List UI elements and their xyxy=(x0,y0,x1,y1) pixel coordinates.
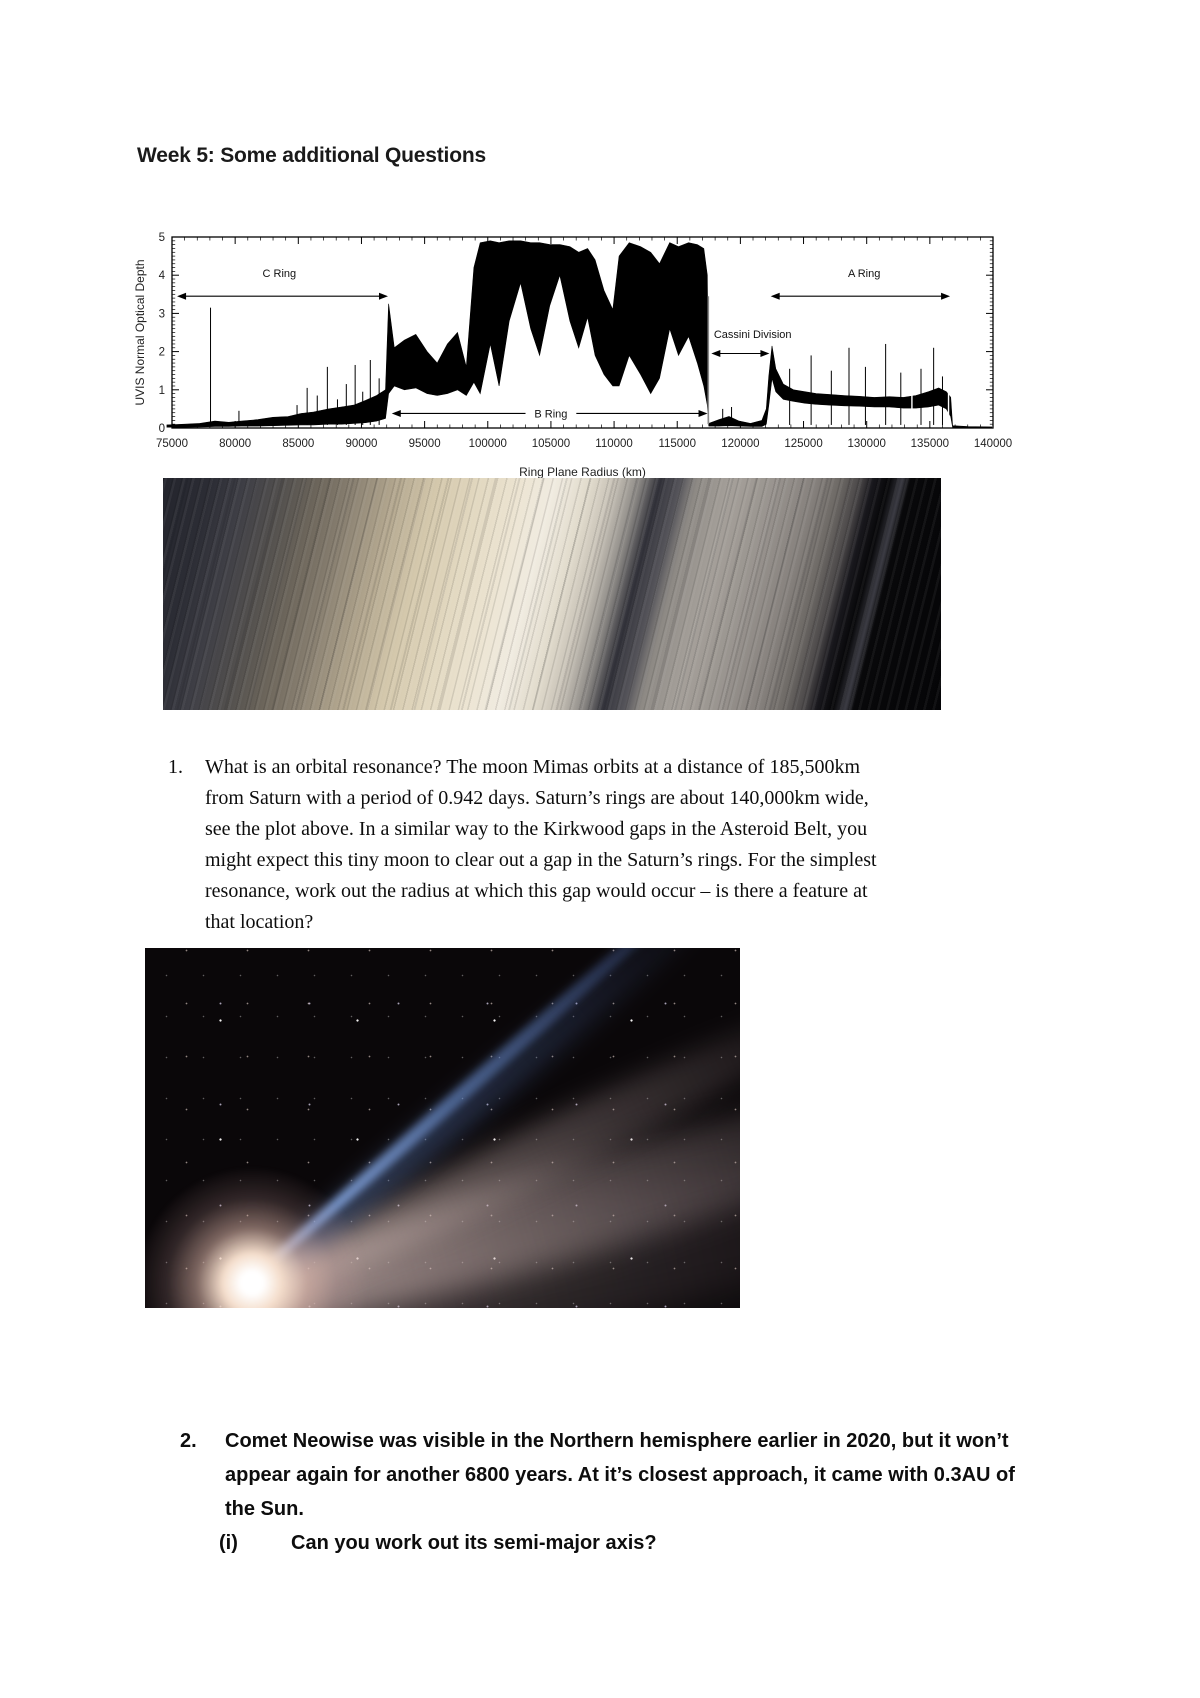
x-tick-label: 100000 xyxy=(469,438,507,450)
text-line: that location? xyxy=(205,911,314,933)
y-tick-label: 1 xyxy=(159,385,165,397)
y-tick-label: 4 xyxy=(159,270,166,282)
question-2: 2. Comet Neowise was visible in the Nort… xyxy=(180,1424,1020,1560)
ring-region-label: Cassini Division xyxy=(714,329,792,341)
x-tick-label: 115000 xyxy=(658,438,696,450)
ring-region-label: C Ring xyxy=(263,268,297,280)
x-tick-label: 75000 xyxy=(156,438,188,450)
text-line: resonance, work out the radius at which … xyxy=(205,880,868,902)
text-line: What is an orbital resonance? The moon M… xyxy=(205,756,861,778)
subitem-text: Can you work out its semi-major axis? xyxy=(291,1532,657,1554)
ring-region-label: B Ring xyxy=(534,408,567,420)
text-line: the Sun. xyxy=(225,1498,304,1520)
x-tick-label: 120000 xyxy=(721,438,759,450)
y-axis-title: UVIS Normal Optical Depth xyxy=(133,259,147,405)
text-line: see the plot above. In a similar way to … xyxy=(205,818,868,840)
ring-region-label: A Ring xyxy=(848,268,880,280)
text-line: might expect this tiny moon to clear out… xyxy=(205,849,877,871)
x-tick-label: 130000 xyxy=(848,438,886,450)
y-tick-label: 3 xyxy=(159,308,165,320)
x-tick-label: 125000 xyxy=(784,438,822,450)
optical-depth-profile xyxy=(166,240,992,428)
x-tick-label: 80000 xyxy=(219,438,251,450)
question-1-number: 1. xyxy=(168,756,183,778)
text-line: from Saturn with a period of 0.942 days.… xyxy=(205,787,869,809)
x-tick-label: 90000 xyxy=(345,438,377,450)
x-tick-label: 105000 xyxy=(532,438,570,450)
y-tick-label: 0 xyxy=(159,423,165,435)
x-tick-label: 140000 xyxy=(974,438,1012,450)
y-tick-label: 5 xyxy=(159,232,165,244)
x-axis-title: Ring Plane Radius (km) xyxy=(519,465,646,479)
comet-neowise-image xyxy=(145,948,740,1308)
subitem-label: (i) xyxy=(219,1532,238,1554)
text-line: Comet Neowise was visible in the Norther… xyxy=(225,1430,1009,1452)
x-tick-label: 110000 xyxy=(595,438,633,450)
question-2-text: Comet Neowise was visible in the Norther… xyxy=(219,1424,1020,1560)
saturn-rings-image xyxy=(163,478,941,710)
x-tick-label: 135000 xyxy=(911,438,949,450)
y-tick-label: 2 xyxy=(159,347,165,359)
question-2-paragraph: Comet Neowise was visible in the Norther… xyxy=(225,1424,1020,1526)
x-tick-label: 85000 xyxy=(282,438,314,450)
page-title: Week 5: Some additional Questions xyxy=(137,144,486,167)
text-line: appear again for another 6800 years. At … xyxy=(225,1464,1015,1486)
x-tick-label: 95000 xyxy=(409,438,441,450)
ring-optical-depth-chart: 75000 80000 85000 90000 95000 100000 105000 110… xyxy=(133,232,1012,479)
question-2-number: 2. xyxy=(180,1430,197,1452)
question-2-subitem: (i) Can you work out its semi-major axis? xyxy=(219,1526,1020,1560)
question-1-text: What is an orbital resonance? The moon M… xyxy=(205,752,988,938)
question-1: 1. What is an orbital resonance? The moo… xyxy=(168,752,988,938)
